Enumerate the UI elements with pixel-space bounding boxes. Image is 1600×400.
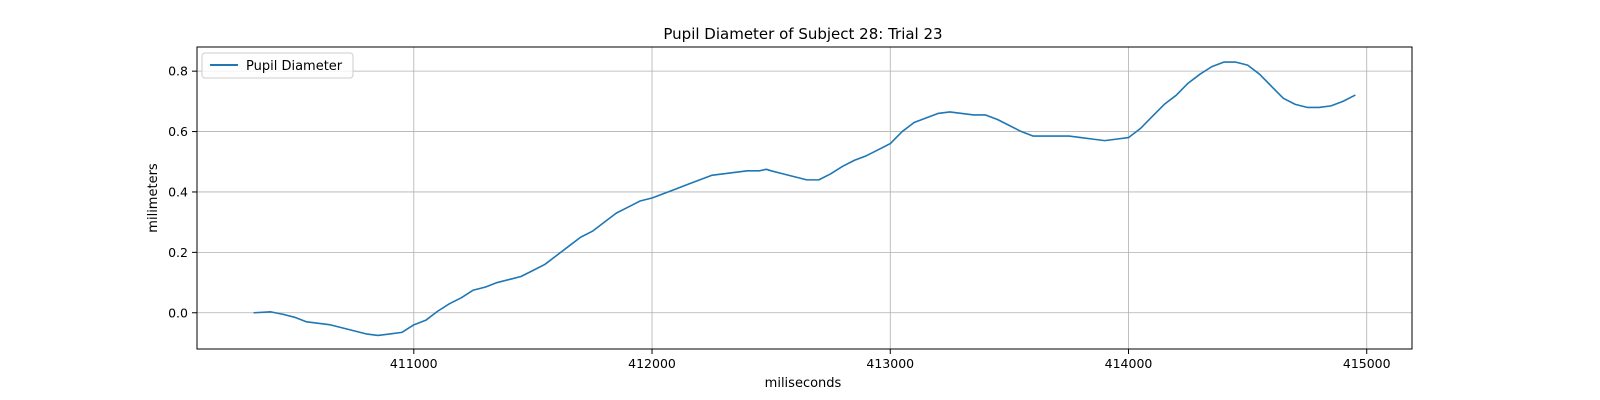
y-axis-label: milimeters [146, 163, 161, 233]
chart-title: Pupil Diameter of Subject 28: Trial 23 [663, 25, 942, 43]
y-tick-label-2: 0.4 [168, 184, 188, 199]
gridlines [197, 47, 1412, 349]
series-layer [253, 61, 1356, 337]
plot-frame [196, 46, 1413, 350]
y-tick-label-1: 0.2 [168, 245, 188, 260]
series-line-0 [253, 61, 1356, 337]
x-tick-label-4: 415000 [1343, 356, 1391, 371]
x-tick-label-0: 411000 [390, 356, 438, 371]
legend-box [201, 52, 354, 79]
y-tick-label-0: 0.0 [168, 305, 188, 320]
x-tick-label-3: 414000 [1105, 356, 1153, 371]
axis-ticks: 411000 412000 413000 414000 415000 0.0 0.2 0.4 0… [168, 64, 1391, 371]
x-tick-label-2: 413000 [866, 356, 914, 371]
y-tick-label-4: 0.8 [168, 64, 188, 79]
legend-label: Pupil Diameter [246, 59, 343, 74]
x-axis-label: miliseconds [765, 376, 842, 391]
y-tick-label-3: 0.6 [168, 124, 188, 139]
legend: Pupil Diameter [201, 52, 354, 79]
x-tick-label-1: 412000 [628, 356, 676, 371]
